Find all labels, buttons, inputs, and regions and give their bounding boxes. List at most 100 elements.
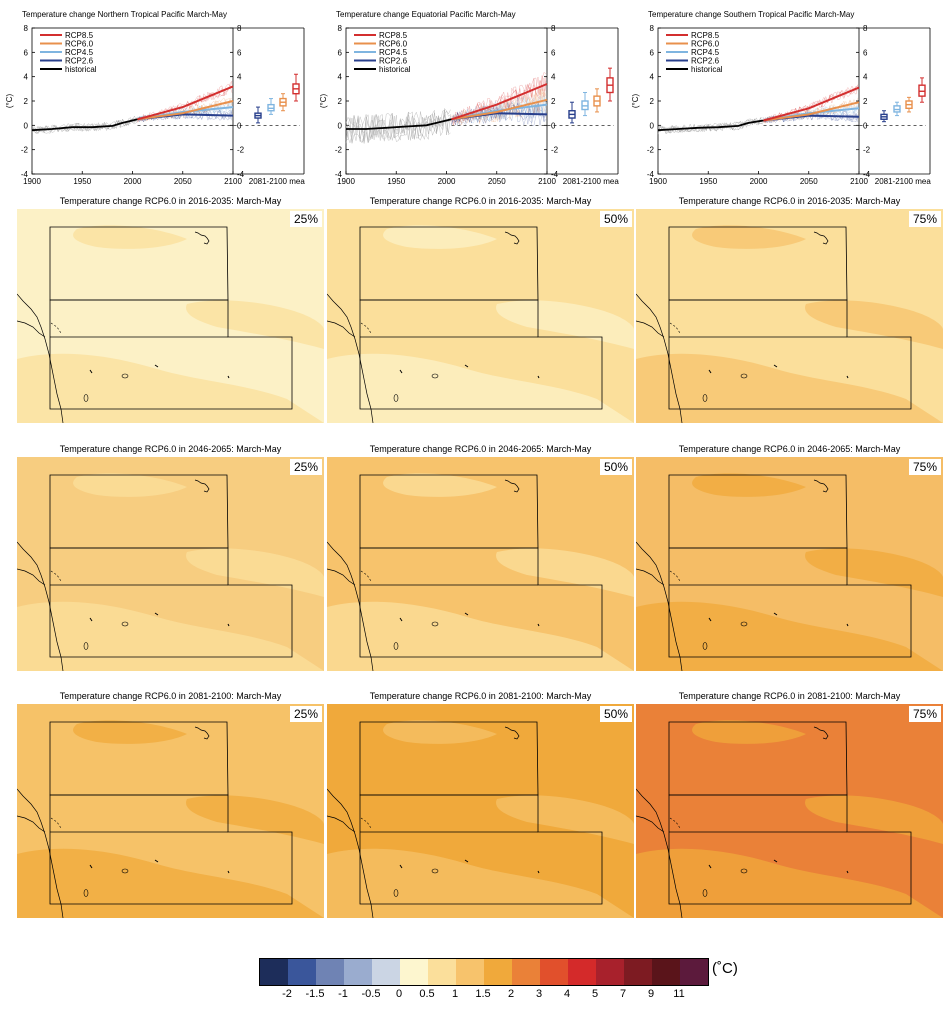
y-tick-label-right: 2 — [863, 97, 868, 106]
island-vanuatu — [89, 617, 93, 622]
png-coastline — [327, 568, 356, 586]
ts-panel-northern: -4 -4 -2 -2 0 0 2 2 4 4 6 6 8 8 (°C) 1900 1950 2000 2050 21… — [0, 4, 305, 190]
region-equatorial-southern — [49, 794, 293, 905]
x-tick-label: 2100 — [224, 177, 242, 186]
y-tick-label: 8 — [24, 24, 29, 33]
ensemble-member-rcp60 — [451, 88, 547, 124]
island-cook — [227, 870, 230, 874]
y-tick-label: 2 — [338, 97, 343, 106]
legend-label: historical — [379, 65, 411, 74]
island-vanuatu — [708, 617, 712, 622]
x-tick-label: 1950 — [387, 177, 405, 186]
y-tick-label-right: -4 — [237, 170, 245, 179]
y-tick-label: 8 — [338, 24, 343, 33]
solomon-islands — [50, 570, 62, 582]
y-tick-label-right: 4 — [863, 73, 868, 82]
map-temperature-patch — [636, 848, 943, 918]
island-vanuatu — [89, 369, 93, 374]
y-tick-label: 2 — [24, 97, 29, 106]
australia-coastline — [636, 788, 683, 918]
boxplot-rcp85 — [292, 73, 300, 102]
map-area — [327, 457, 634, 671]
ts-panel-southern: -4 -4 -2 -2 0 0 2 2 4 4 6 6 8 8 (°C) 1900 1950 2000 2050 21… — [626, 4, 931, 190]
boxplot-rcp85 — [918, 77, 926, 103]
colorbar-swatch — [428, 959, 456, 985]
legend-label: RCP8.5 — [379, 31, 408, 40]
y-tick-label-right: -4 — [863, 170, 871, 179]
australia-coastline — [327, 293, 374, 423]
map-panel-2016-2035-p50: Temperature change RCP6.0 in 2016-2035: … — [327, 194, 634, 424]
ts-title-equatorial: Temperature change Equatorial Pacific Ma… — [336, 10, 516, 19]
ensemble-member-rcp45 — [451, 95, 547, 126]
y-tick-label-right: 0 — [863, 121, 868, 130]
island-cook — [227, 623, 230, 627]
map-area — [636, 457, 943, 671]
solomon-islands — [50, 817, 62, 829]
legend-label: RCP4.5 — [379, 48, 408, 57]
legend-label: historical — [65, 65, 97, 74]
map-svg — [17, 704, 324, 918]
historical-ensemble-member — [31, 115, 137, 133]
x-tick-label: 2050 — [800, 177, 818, 186]
colorbar-swatch — [484, 959, 512, 985]
region-equatorial-southern — [668, 547, 912, 658]
boxplot-label: 2081-2100 mean — [249, 177, 305, 186]
colorbar-tick-labels: -2 -1.5 -1 -0.5 0 0.5 1 1.5 2 3 4 5 7 9 11 — [259, 988, 689, 1004]
island-vanuatu — [708, 369, 712, 374]
map-area — [327, 704, 634, 918]
legend-label: RCP6.0 — [379, 40, 408, 49]
y-tick-label: 0 — [338, 121, 343, 130]
colorbar-tick-label: 5 — [591, 988, 599, 1000]
legend-label: RCP8.5 — [691, 31, 720, 40]
island-fiji — [393, 889, 399, 897]
colorbar-tick-label: 3 — [535, 988, 543, 1000]
series-line-historical — [31, 118, 138, 132]
island-tonga — [773, 859, 778, 863]
y-tick-label-right: 0 — [237, 121, 242, 130]
boxplot-rcp45 — [893, 101, 901, 117]
map-panel-2046-2065-p25: Temperature change RCP6.0 in 2046-2065: … — [17, 442, 324, 672]
island-tonga — [773, 364, 778, 368]
map-area — [327, 209, 634, 423]
solomon-islands — [669, 322, 681, 334]
y-tick-label-right: 6 — [551, 48, 556, 57]
map-title: Temperature change RCP6.0 in 2016-2035: … — [678, 196, 901, 206]
png-coastline — [636, 815, 665, 833]
boxplot-rcp26 — [254, 106, 262, 124]
y-tick-label-right: 2 — [551, 97, 556, 106]
island-cook — [227, 375, 230, 379]
region-equatorial-southern — [359, 547, 603, 658]
map-title: Temperature change RCP6.0 in 2081-2100: … — [59, 691, 282, 701]
island-fiji — [393, 642, 399, 650]
colorbar-swatch — [540, 959, 568, 985]
y-tick-label: -4 — [21, 170, 29, 179]
y-tick-label: 2 — [650, 97, 655, 106]
island-tonga — [154, 364, 159, 368]
x-tick-label: 1900 — [337, 177, 355, 186]
map-svg — [327, 209, 634, 423]
hawaii-islands — [813, 479, 829, 493]
map-title: Temperature change RCP6.0 in 2016-2035: … — [369, 196, 592, 206]
y-tick-label-right: -2 — [863, 146, 871, 155]
legend-label: RCP6.0 — [691, 40, 720, 49]
y-tick-label-right: 4 — [551, 73, 556, 82]
hawaii-islands — [504, 479, 520, 493]
colorbar-swatch — [260, 959, 288, 985]
png-coastline — [17, 568, 46, 586]
legend-label: RCP4.5 — [691, 48, 720, 57]
x-tick-label: 2000 — [750, 177, 768, 186]
series-line-rcp60 — [763, 101, 860, 122]
island-samoa — [431, 373, 439, 379]
png-coastline — [636, 320, 665, 338]
png-coastline — [327, 815, 356, 833]
island-fiji — [702, 394, 708, 402]
y-tick-label-right: 0 — [551, 121, 556, 130]
ts-title-southern: Temperature change Southern Tropical Pac… — [648, 10, 855, 19]
x-tick-label: 1900 — [23, 177, 41, 186]
percentile-badge: 25% — [289, 459, 322, 475]
map-area — [636, 704, 943, 918]
y-tick-label: 6 — [338, 48, 343, 57]
percentile-badge: 75% — [908, 459, 941, 475]
y-tick-label: -4 — [335, 170, 343, 179]
map-panel-2046-2065-p75: Temperature change RCP6.0 in 2046-2065: … — [636, 442, 943, 672]
